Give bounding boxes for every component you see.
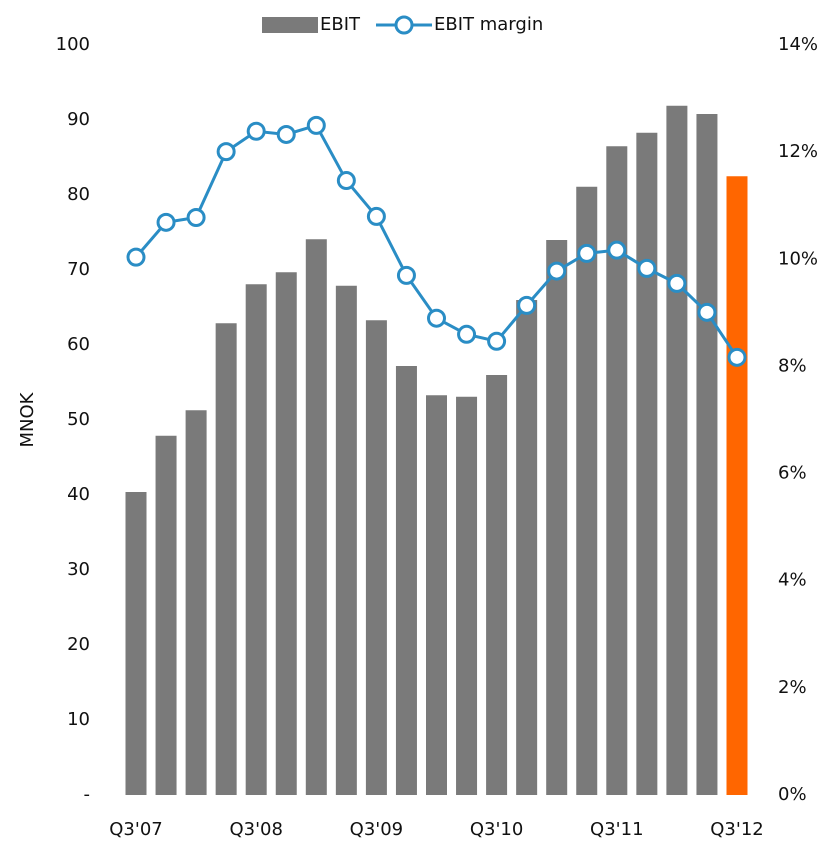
x-tick-label: Q3'11 (590, 819, 643, 840)
marker (577, 243, 597, 263)
bar (275, 272, 297, 795)
marker (186, 208, 206, 227)
marker (637, 258, 657, 278)
y2-tick-label: 12% (778, 141, 818, 162)
marker (667, 273, 687, 293)
marker (156, 212, 176, 232)
y2-tick-label: 8% (778, 355, 807, 376)
bar (365, 320, 387, 795)
y-tick-label: 100 (56, 34, 90, 55)
y-axis-label: MNOK (17, 391, 38, 447)
y-tick-label: - (84, 784, 91, 805)
y2-tick-label: 10% (778, 248, 818, 269)
bar (245, 284, 267, 795)
bar (125, 492, 147, 795)
x-tick-label: Q3'12 (710, 819, 763, 840)
x-tick-label: Q3'09 (350, 819, 403, 840)
marker (457, 324, 477, 344)
marker (427, 308, 446, 328)
marker (697, 302, 717, 322)
y-tick-label: 30 (67, 559, 90, 580)
x-tick-label: Q3'07 (109, 819, 162, 840)
marker (336, 171, 356, 191)
marker (487, 331, 507, 351)
legend-swatch (394, 15, 414, 35)
x-tick-label: Q3'08 (229, 819, 282, 840)
marker (276, 124, 296, 144)
bar (335, 285, 357, 795)
marker (246, 121, 266, 141)
legend-label: EBIT (320, 14, 361, 35)
bar (456, 396, 478, 795)
y-tick-label: 70 (67, 259, 90, 280)
legend-swatch (262, 17, 318, 33)
bar (426, 395, 447, 795)
y2-tick-label: 6% (778, 463, 807, 484)
bar (666, 105, 688, 795)
y-tick-label: 60 (67, 334, 90, 355)
y-tick-label: 10 (67, 709, 90, 730)
y2-tick-label: 14% (778, 34, 818, 55)
bar (576, 186, 598, 795)
y-tick-label: 20 (67, 634, 90, 655)
bar (185, 410, 207, 795)
legend-label: EBIT margin (434, 14, 543, 35)
marker (306, 115, 326, 135)
x-tick-label: Q3'10 (470, 819, 523, 840)
bar (726, 176, 748, 795)
marker (126, 247, 146, 267)
marker (517, 295, 537, 315)
bar (155, 435, 177, 795)
bar (696, 114, 718, 795)
bar (486, 375, 508, 795)
marker (216, 142, 236, 162)
y-tick-label: 80 (67, 184, 90, 205)
marker (607, 240, 627, 260)
y2-tick-label: 0% (778, 784, 807, 805)
bar (546, 240, 568, 795)
marker (396, 265, 416, 285)
y2-tick-label: 2% (778, 677, 807, 698)
bar (606, 146, 628, 795)
marker (547, 261, 567, 281)
y-tick-label: 90 (67, 109, 90, 130)
bar (516, 300, 538, 795)
y-tick-label: 50 (67, 409, 90, 430)
bar (395, 366, 417, 795)
marker (366, 206, 386, 226)
bar (305, 239, 327, 795)
bar (636, 132, 658, 795)
bar (215, 323, 237, 795)
marker (727, 347, 747, 367)
y2-tick-label: 4% (778, 570, 807, 591)
y-tick-label: 40 (67, 484, 90, 505)
